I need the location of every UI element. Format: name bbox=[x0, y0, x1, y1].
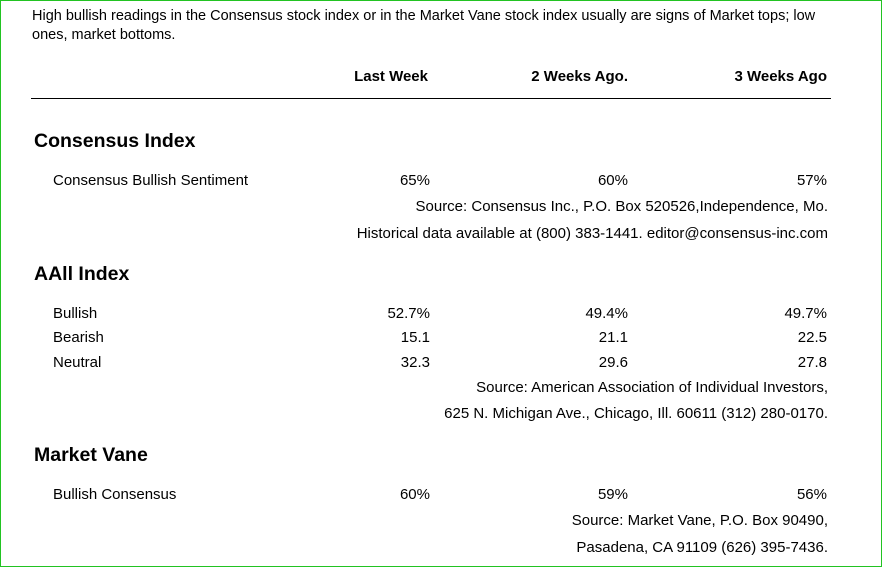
cell-market-vane-last-week: 60% bbox=[399, 486, 430, 503]
consensus-source-line-2: Historical data available at (800) 383-1… bbox=[356, 225, 828, 242]
row-label-consensus-bullish: Consensus Bullish Sentiment bbox=[53, 172, 249, 189]
row-label-aaii-neutral: Neutral bbox=[53, 354, 102, 371]
cell-market-vane-3-weeks: 56% bbox=[796, 486, 827, 503]
cell-consensus-bullish-2-weeks: 60% bbox=[597, 172, 628, 189]
column-header-3-weeks-ago: 3 Weeks Ago bbox=[734, 68, 827, 85]
cell-aaii-neutral-3-weeks: 27.8 bbox=[797, 354, 827, 371]
row-label-aaii-bearish: Bearish bbox=[53, 329, 104, 346]
cell-aaii-bullish-2-weeks: 49.4% bbox=[585, 305, 628, 322]
header-divider bbox=[31, 98, 831, 99]
market-vane-source-line-1: Source: Market Vane, P.O. Box 90490, bbox=[571, 512, 828, 529]
cell-aaii-neutral-2-weeks: 29.6 bbox=[598, 354, 628, 371]
cell-aaii-bearish-last-week: 15.1 bbox=[400, 329, 430, 346]
cell-consensus-bullish-last-week: 65% bbox=[399, 172, 430, 189]
cell-consensus-bullish-3-weeks: 57% bbox=[796, 172, 827, 189]
cell-aaii-bullish-last-week: 52.7% bbox=[387, 305, 430, 322]
cell-aaii-bearish-3-weeks: 22.5 bbox=[797, 329, 827, 346]
intro-text: High bullish readings in the Consensus s… bbox=[32, 8, 816, 43]
section-title-aaii: AAll Index bbox=[34, 263, 130, 285]
cell-aaii-neutral-last-week: 32.3 bbox=[400, 354, 430, 371]
market-vane-source-line-2: Pasadena, CA 91109 (626) 395-7436. bbox=[576, 539, 828, 556]
column-header-last-week: Last Week bbox=[354, 68, 428, 85]
row-label-market-vane-bullish: Bullish Consensus bbox=[53, 486, 177, 503]
cell-aaii-bearish-2-weeks: 21.1 bbox=[598, 329, 628, 346]
aaii-source-line-2: 625 N. Michigan Ave., Chicago, Ill. 6061… bbox=[444, 405, 828, 422]
cell-market-vane-2-weeks: 59% bbox=[597, 486, 628, 503]
consensus-source-line-1: Source: Consensus Inc., P.O. Box 520526,… bbox=[415, 198, 829, 215]
column-header-2-weeks-ago: 2 Weeks Ago. bbox=[531, 68, 628, 85]
section-title-market-vane: Market Vane bbox=[34, 444, 148, 466]
section-title-consensus: Consensus Index bbox=[34, 130, 196, 152]
aaii-source-line-1: Source: American Association of Individu… bbox=[476, 379, 828, 396]
row-label-aaii-bullish: Bullish bbox=[53, 305, 98, 322]
cell-aaii-bullish-3-weeks: 49.7% bbox=[784, 305, 827, 322]
